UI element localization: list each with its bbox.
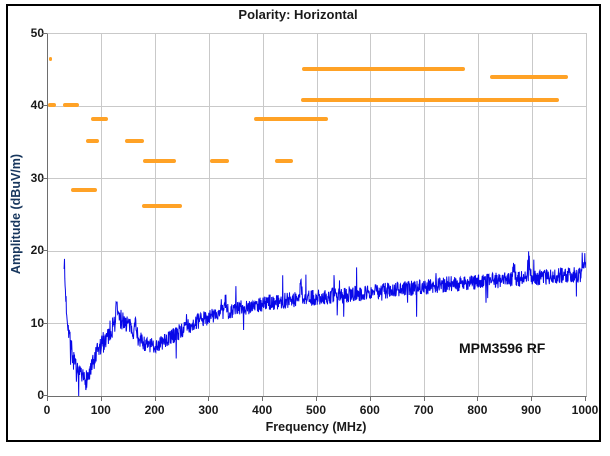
gridline-vertical <box>101 34 103 396</box>
x-tick-mark <box>47 396 48 401</box>
x-tick-mark <box>531 396 533 401</box>
limit-segment <box>71 188 98 193</box>
limit-segment <box>48 102 57 107</box>
y-tick-label: 40 <box>30 98 44 113</box>
gridline-horizontal <box>48 250 586 252</box>
x-tick-label: 600 <box>359 403 380 417</box>
gridline-vertical <box>155 34 157 396</box>
limit-segment <box>91 116 109 121</box>
limit-segment <box>300 97 560 102</box>
x-tick-mark <box>316 396 317 401</box>
chart-title: Polarity: Horizontal <box>238 7 358 22</box>
gridline-horizontal <box>48 178 586 180</box>
limit-segment <box>209 159 230 164</box>
x-tick-mark <box>100 396 102 401</box>
y-tick-label: 10 <box>30 315 44 330</box>
gridline-vertical <box>477 34 479 396</box>
x-tick-label: 400 <box>252 403 273 417</box>
gridline-vertical <box>531 34 533 396</box>
y-tick-mark <box>42 250 47 252</box>
x-tick-label: 800 <box>467 403 488 417</box>
gridline-horizontal <box>48 105 586 107</box>
x-tick-mark <box>154 396 156 401</box>
x-tick-mark <box>585 396 586 401</box>
y-tick-label: 30 <box>30 170 44 185</box>
gridline-horizontal <box>48 323 586 325</box>
y-tick-mark <box>42 395 47 396</box>
limit-segment <box>142 204 183 209</box>
limit-segment <box>63 102 80 107</box>
limit-segment <box>490 74 568 79</box>
x-tick-mark <box>477 396 479 401</box>
x-tick-mark <box>262 396 264 401</box>
x-tick-label: 500 <box>305 403 327 417</box>
x-axis-title: Frequency (MHz) <box>265 420 367 434</box>
x-tick-label: 300 <box>198 403 219 417</box>
x-tick-mark <box>423 396 425 401</box>
y-tick-label: 50 <box>30 26 44 40</box>
limit-segment <box>254 116 328 121</box>
y-tick-mark <box>42 33 47 34</box>
x-tick-mark <box>369 396 371 401</box>
x-tick-mark <box>208 396 210 401</box>
limit-segment <box>302 66 466 71</box>
gridline-vertical <box>370 34 372 396</box>
limit-segment <box>86 139 100 144</box>
limit-segment <box>275 159 294 164</box>
gridline-vertical <box>316 34 318 396</box>
limit-segment <box>49 57 53 62</box>
emission-trace <box>63 251 586 396</box>
plot-area: MPM3596 RF <box>47 33 587 397</box>
y-tick-label: 20 <box>30 243 44 258</box>
y-tick-label: 0 <box>37 388 44 402</box>
x-tick-label: 700 <box>413 403 434 417</box>
limit-segment <box>125 139 145 144</box>
x-tick-label: 900 <box>521 403 542 417</box>
gridline-vertical <box>424 34 426 396</box>
y-tick-mark <box>42 177 47 179</box>
x-tick-label: 100 <box>90 403 111 417</box>
x-tick-label: 1000 <box>571 403 599 417</box>
limit-segment <box>143 159 177 164</box>
x-tick-label: 200 <box>144 403 165 417</box>
device-annotation: MPM3596 RF <box>459 340 546 356</box>
gridline-vertical <box>208 34 210 396</box>
y-tick-mark <box>42 105 47 107</box>
gridline-vertical <box>262 34 264 396</box>
emission-trace-path <box>63 251 586 396</box>
x-tick-label: 0 <box>43 403 51 417</box>
y-tick-mark <box>42 322 47 324</box>
